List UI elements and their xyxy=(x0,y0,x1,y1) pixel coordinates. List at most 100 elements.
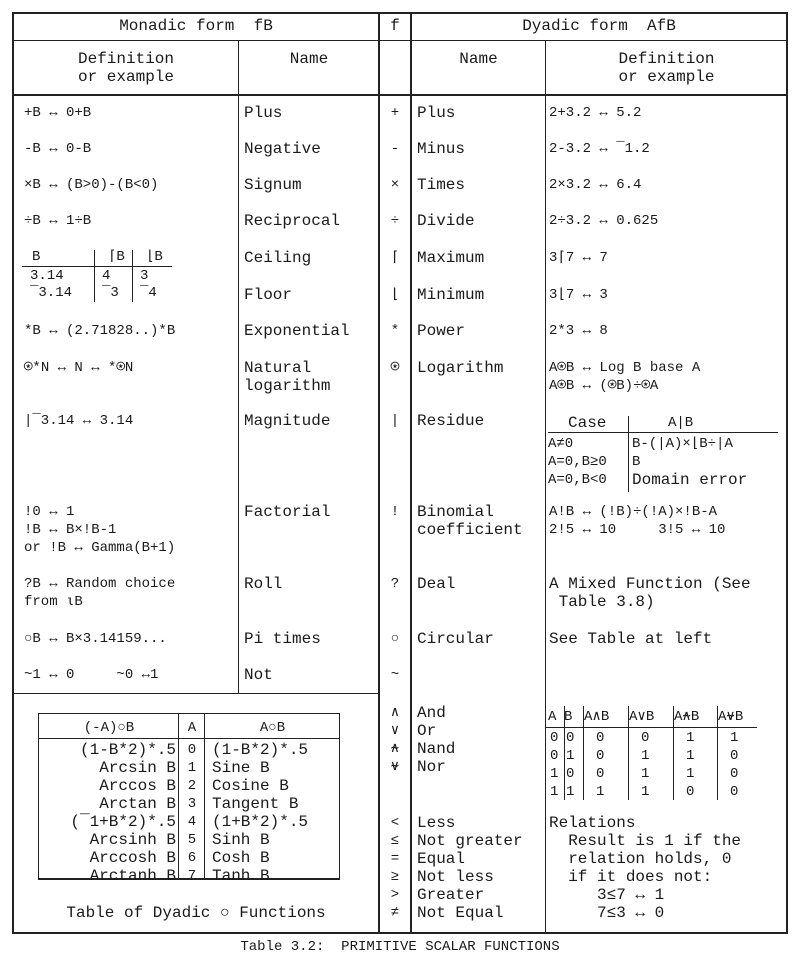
rule-line xyxy=(204,713,205,879)
monadic-definition: ⍟*N ↔ N ↔ *⍟N xyxy=(24,360,134,376)
dyadic-def-header: or example xyxy=(618,68,715,86)
boolean-cell: 0 xyxy=(566,730,575,746)
dyadic-definition: relation holds, 0 xyxy=(549,850,732,868)
function-symbol: ~ xyxy=(390,667,400,683)
rule-line xyxy=(38,713,39,879)
monadic-name: Reciprocal xyxy=(244,212,341,230)
table-border-left xyxy=(12,12,14,934)
boolean-header: A∧B xyxy=(584,709,610,725)
rule-line xyxy=(94,250,95,302)
rule-line xyxy=(38,878,340,880)
dyadic-header: Dyadic form AfB xyxy=(522,17,676,35)
rule-line xyxy=(38,713,340,714)
monadic-definition: |¯3.14 ↔ 3.14 xyxy=(24,413,134,429)
boolean-cell: 0 xyxy=(550,748,559,764)
dyadic-definition: 7≤3 ↔ 0 xyxy=(549,904,665,922)
dyadic-name: Circular xyxy=(417,630,494,648)
circular-function: Cosine B xyxy=(212,777,289,795)
boolean-cell: 1 xyxy=(550,766,559,782)
function-symbol: = xyxy=(390,851,400,867)
dyadic-name: Times xyxy=(417,176,466,194)
monadic-definition: ?B ↔ Random choice xyxy=(24,576,176,592)
dyadic-definition: 2*3 ↔ 8 xyxy=(549,323,608,339)
function-symbol: | xyxy=(390,413,400,429)
monadic-definition: *B ↔ (2.71828..)*B xyxy=(24,323,176,339)
circular-inverse: Arccos B xyxy=(99,777,176,795)
circular-index: 4 xyxy=(187,814,197,830)
monadic-name: Roll xyxy=(244,575,283,593)
circular-header: (-A)○B xyxy=(83,720,135,736)
dyadic-name: Greater xyxy=(417,886,485,904)
boolean-header: A xyxy=(548,709,557,725)
ceiling-floor-cell: ¯3.14 xyxy=(30,285,73,301)
boolean-cell: 1 xyxy=(641,766,650,782)
dyadic-definition: 2×3.2 ↔ 6.4 xyxy=(549,177,642,193)
rule-line xyxy=(583,706,584,800)
circular-inverse: Arccosh B xyxy=(89,849,176,867)
circular-function: Sinh B xyxy=(212,831,270,849)
dyadic-definition: 2÷3.2 ↔ 0.625 xyxy=(549,213,659,229)
dyadic-name: Plus xyxy=(417,104,456,122)
boolean-cell: 1 xyxy=(566,784,575,800)
circular-inverse: Arcsinh B xyxy=(89,831,176,849)
function-symbol: ≠ xyxy=(390,905,400,921)
dyadic-name-header: Name xyxy=(459,50,498,68)
dyadic-name: Not greater xyxy=(417,832,523,850)
circular-header: A○B xyxy=(259,720,286,736)
function-symbol: ≤ xyxy=(390,833,400,849)
dyadic-name: Logarithm xyxy=(417,359,504,377)
boolean-cell: 0 xyxy=(730,766,739,782)
monadic-name: Factorial xyxy=(244,503,331,521)
boolean-cell: 0 xyxy=(730,748,739,764)
function-symbol: ÷ xyxy=(390,213,400,229)
column-rule xyxy=(410,12,412,934)
dyadic-definition: A!B ↔ (!B)÷(!A)×!B-A xyxy=(549,504,718,520)
circular-header: A xyxy=(187,720,197,736)
monadic-definition: !B ↔ B×!B-1 xyxy=(24,522,117,538)
circular-index: 5 xyxy=(187,832,197,848)
ceiling-floor-cell: 3 xyxy=(140,268,149,284)
circular-inverse: (1-B*2)*.5 xyxy=(79,741,176,759)
boolean-cell: 0 xyxy=(686,784,695,800)
monadic-name: Magnitude xyxy=(244,412,331,430)
residue-header: A|B xyxy=(668,415,694,431)
monadic-definition: -B ↔ 0-B xyxy=(24,141,92,157)
rule-line xyxy=(132,250,133,302)
monadic-name-header: Name xyxy=(289,50,329,68)
monadic-name: Pi times xyxy=(244,630,321,648)
boolean-cell: 1 xyxy=(730,730,739,746)
monadic-name: logarithm xyxy=(244,377,331,395)
monadic-definition: +B ↔ 0+B xyxy=(24,105,92,121)
dyadic-name: Less xyxy=(417,814,456,832)
dyadic-name: Deal xyxy=(417,575,456,593)
boolean-cell: 1 xyxy=(686,730,695,746)
dyadic-definition: A Mixed Function (See xyxy=(549,575,751,593)
dyadic-definition: 2-3.2 ↔ ¯1.2 xyxy=(549,141,650,157)
dyadic-name: Or xyxy=(417,722,437,740)
f-header: f xyxy=(390,17,400,35)
subheader-rule xyxy=(12,94,788,96)
function-symbol: ≥ xyxy=(390,869,400,885)
circular-inverse: Arctanh B xyxy=(89,867,176,885)
monadic-definition: or !B ↔ Gamma(B+1) xyxy=(24,540,176,556)
table-border-right xyxy=(786,12,788,934)
boolean-cell: 0 xyxy=(550,730,559,746)
function-symbol: ! xyxy=(390,504,400,520)
circular-index: 1 xyxy=(187,760,197,776)
residue-value: B-(|A)×⌊B÷|A xyxy=(632,436,733,452)
monadic-name: Natural xyxy=(244,359,312,377)
dyadic-name: Minimum xyxy=(417,286,485,304)
ceiling-floor-cell: 3.14 xyxy=(30,268,64,284)
rule-line xyxy=(339,713,340,879)
monadic-name: Plus xyxy=(244,104,283,122)
dyadic-name: Minus xyxy=(417,140,466,158)
residue-header: Case xyxy=(568,414,607,432)
rule-line xyxy=(548,432,778,433)
boolean-header: A⍲B xyxy=(674,709,700,725)
rule-line xyxy=(545,727,757,728)
monadic-definition: ÷B ↔ 1÷B xyxy=(24,213,92,229)
dyadic-name: Not Equal xyxy=(417,904,504,922)
dyadic-name: Power xyxy=(417,322,466,340)
monadic-header: Monadic form fB xyxy=(119,17,273,35)
monadic-name: Negative xyxy=(244,140,321,158)
